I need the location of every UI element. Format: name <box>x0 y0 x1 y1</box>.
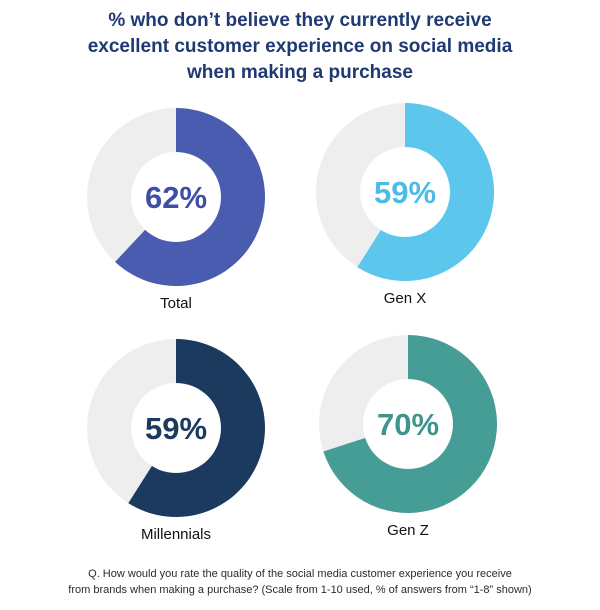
donut-hole-millennials <box>131 383 221 473</box>
chart-title-line-3: when making a purchase <box>187 62 413 83</box>
donut-value-label-gen-x: 59% <box>374 175 436 210</box>
footnote-line-1: Q. How would you rate the quality of the… <box>88 568 512 580</box>
footnote-line-2: from brands when making a purchase? (Sca… <box>68 584 532 596</box>
donut-total: 62% Total <box>87 108 265 312</box>
donut-value-label-total: 62% <box>145 180 207 215</box>
donut-gen-z: 70% Gen Z <box>319 334 497 539</box>
chart-title: % who don’t believe they currently recei… <box>0 8 600 86</box>
donut-value-label-millennials: 59% <box>145 411 207 446</box>
donut-value-label-gen-z: 70% <box>377 407 439 442</box>
donut-hole-total <box>131 152 221 242</box>
donut-category-label-total: Total <box>160 295 192 312</box>
donut-category-label-gen-x: Gen X <box>384 290 427 307</box>
donut-gen-x: 59% Gen X <box>316 103 494 307</box>
chart-title-line-2: excellent customer experience on social … <box>87 36 513 57</box>
donut-hole-gen-x <box>360 147 450 237</box>
donut-hole-gen-z <box>363 379 453 469</box>
donut-millennials: 59% Millennials <box>87 339 266 543</box>
chart-title-line-1: % who don’t believe they currently recei… <box>108 10 492 31</box>
donut-category-label-millennials: Millennials <box>141 526 211 543</box>
donut-category-label-gen-z: Gen Z <box>387 522 429 539</box>
survey-question-footnote: Q. How would you rate the quality of the… <box>0 566 600 598</box>
